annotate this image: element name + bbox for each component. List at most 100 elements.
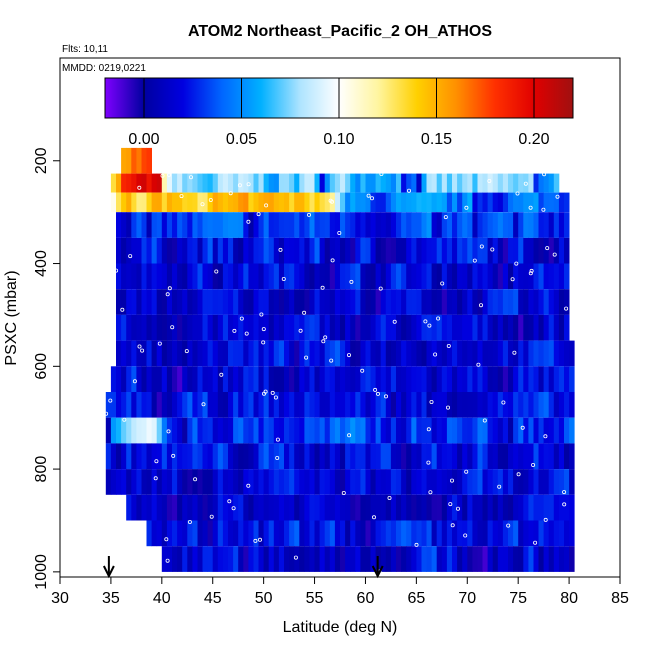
heatmap-cell: [299, 340, 305, 367]
heatmap-cell: [238, 443, 244, 470]
heatmap-cell: [385, 263, 392, 290]
heatmap-cell: [370, 173, 376, 193]
sample-point: [239, 316, 244, 321]
heatmap-cell: [197, 520, 203, 547]
heatmap-cell: [233, 340, 239, 367]
heatmap-cell: [151, 469, 158, 495]
heatmap-cell: [248, 237, 254, 264]
heatmap-cell: [156, 192, 163, 213]
heatmap-cell: [166, 314, 173, 341]
heatmap-cell: [355, 366, 361, 392]
heatmap-cell: [207, 237, 214, 264]
heatmap-cell: [110, 173, 117, 193]
heatmap-cell: [502, 173, 509, 193]
heatmap-cell: [426, 340, 432, 367]
heatmap-cell: [477, 212, 483, 238]
heatmap-cell: [136, 263, 142, 290]
heatmap-cell: [304, 546, 310, 572]
heatmap-cell: [121, 417, 127, 444]
y-tick-label: 800: [33, 456, 50, 483]
heatmap-cell: [492, 340, 499, 367]
heatmap-cell: [172, 340, 178, 367]
heatmap-cell: [569, 469, 575, 495]
heatmap-cell: [182, 494, 188, 521]
heatmap-cell: [513, 263, 519, 290]
heatmap-cell: [273, 366, 280, 392]
heatmap-cell: [309, 340, 315, 367]
heatmap-cell: [166, 340, 173, 367]
heatmap-cell: [528, 192, 534, 213]
heatmap-cell: [431, 494, 438, 521]
flights-label: Flts: 10,11: [62, 44, 108, 55]
heatmap-cell: [116, 237, 122, 264]
heatmap-cell: [508, 520, 514, 547]
heatmap-cell: [253, 340, 259, 367]
heatmap-cell: [401, 443, 407, 470]
heatmap-cell: [334, 392, 341, 418]
heatmap-cell: [258, 289, 264, 315]
heatmap-cell: [472, 192, 478, 213]
heatmap-cell: [299, 520, 305, 547]
heatmap-cell: [431, 212, 438, 238]
heatmap-cell: [421, 494, 427, 521]
heatmap-cell: [523, 546, 529, 572]
heatmap-cell: [528, 263, 534, 290]
heatmap-cell: [548, 546, 555, 572]
heatmap-cell: [401, 340, 407, 367]
heatmap-cell: [533, 340, 539, 367]
heatmap-cell: [508, 417, 514, 444]
sample-point: [170, 325, 175, 330]
heatmap-cell: [396, 392, 402, 418]
heatmap-cell: [467, 340, 473, 367]
heatmap-cell: [457, 212, 463, 238]
heatmap-cell: [380, 340, 387, 367]
heatmap-cell: [126, 173, 132, 193]
heatmap-cell: [197, 494, 203, 521]
heatmap-cell: [411, 520, 417, 547]
heatmap-cell: [558, 212, 565, 238]
heatmap-cell: [258, 366, 264, 392]
heatmap-cell: [202, 546, 208, 572]
heatmap-cell: [523, 366, 529, 392]
heatmap-cell: [396, 314, 402, 341]
heatmap-cell: [477, 173, 483, 193]
heatmap-cell: [319, 192, 326, 213]
sample-point: [278, 247, 283, 252]
heatmap-cell: [564, 289, 570, 315]
heatmap-cell: [289, 417, 295, 444]
heatmap-cell: [508, 340, 514, 367]
heatmap-cell: [248, 520, 254, 547]
heatmap-cell: [156, 173, 163, 193]
heatmap-cell: [151, 212, 158, 238]
heatmap-cell: [436, 443, 443, 470]
heatmap-cell: [396, 520, 402, 547]
heatmap-cell: [370, 392, 376, 418]
heatmap-cell: [309, 392, 315, 418]
heatmap-cell: [228, 314, 234, 341]
heatmap-cell: [212, 289, 219, 315]
heatmap-cell: [182, 520, 188, 547]
heatmap-cell: [538, 263, 544, 290]
heatmap-cell: [126, 147, 132, 174]
heatmap-cell: [385, 212, 392, 238]
heatmap-cell: [502, 494, 509, 521]
heatmap-cell: [421, 546, 427, 572]
heatmap-cell: [508, 494, 514, 521]
heatmap-cell: [161, 520, 168, 547]
heatmap-cell: [126, 392, 132, 418]
heatmap-cell: [217, 469, 224, 495]
heatmap-cell: [263, 263, 270, 290]
heatmap-cell: [161, 494, 168, 521]
heatmap-cell: [273, 392, 280, 418]
heatmap-cell: [217, 546, 224, 572]
heatmap-cell: [151, 289, 158, 315]
heatmap-cell: [401, 520, 407, 547]
heatmap-cell: [390, 520, 397, 547]
heatmap-cell: [146, 520, 152, 547]
heatmap-cell: [136, 212, 142, 238]
heatmap-cell: [518, 366, 524, 392]
heatmap-cell: [273, 173, 280, 193]
heatmap-cell: [116, 392, 122, 418]
heatmap-cell: [238, 212, 244, 238]
heatmap-cell: [284, 417, 290, 444]
